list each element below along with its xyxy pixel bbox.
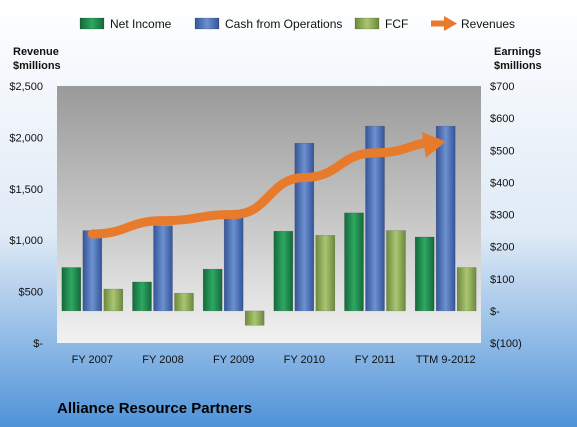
right-tick-label: $500 — [490, 145, 514, 157]
x-tick-label: FY 2010 — [284, 354, 325, 366]
left-tick-label: $500 — [19, 287, 43, 299]
bars — [61, 125, 477, 326]
left-tick-label: $1,500 — [9, 184, 43, 196]
net-income-bar — [273, 230, 294, 312]
x-tick-label: TTM 9-2012 — [416, 354, 476, 366]
right-tick-label: $(100) — [490, 338, 522, 350]
cash-from-operations-bar — [82, 230, 103, 312]
legend-swatch — [194, 17, 220, 30]
net-income-bar — [202, 268, 223, 312]
x-tick-label: FY 2008 — [142, 354, 183, 366]
net-income-bar — [132, 281, 152, 312]
plot-area — [57, 86, 481, 343]
fcf-bar — [456, 267, 477, 312]
x-axis-ticks: FY 2007 FY 2008 FY 2009 FY 2010 FY 2011 TTM 9… — [72, 354, 476, 366]
revenues-arrowhead — [421, 132, 446, 158]
left-tick-label: $1,000 — [9, 235, 43, 247]
right-tick-label: $400 — [490, 177, 514, 189]
revenue-series — [87, 132, 446, 239]
revenues-line — [87, 138, 441, 239]
chart-title: Alliance Resource Partners — [57, 400, 252, 417]
fcf-bar — [386, 230, 406, 312]
right-axis-title-line-1: Earnings — [494, 46, 541, 58]
legend-label: Cash from Operations — [225, 17, 342, 31]
left-tick-label: $2,500 — [9, 81, 43, 93]
right-tick-label: $600 — [490, 113, 514, 125]
legend-label: Net Income — [110, 17, 172, 31]
legend-label: FCF — [385, 17, 408, 31]
cash-from-operations-bar — [435, 125, 456, 312]
legend-swatch-arrowhead — [444, 16, 457, 31]
legend: Net Income Cash from Operations FCF Revenue… — [79, 16, 515, 31]
fcf-bar — [103, 288, 124, 312]
legend-swatch — [354, 17, 380, 30]
cash-from-operations-bar — [153, 225, 173, 312]
fcf-bar — [244, 310, 265, 326]
left-axis-title-line-1: Revenue — [13, 46, 59, 58]
left-axis-title-line-2: $millions — [13, 60, 61, 72]
x-tick-label: FY 2009 — [213, 354, 254, 366]
net-income-bar — [61, 267, 82, 312]
left-tick-label: $- — [33, 338, 43, 350]
cash-from-operations-bar — [223, 217, 244, 312]
right-axis-title-line-2: $millions — [494, 60, 542, 72]
fcf-bar — [174, 292, 194, 312]
right-tick-label: $200 — [490, 242, 514, 254]
right-tick-label: $300 — [490, 210, 514, 222]
right-tick-label: $- — [490, 306, 500, 318]
right-tick-label: $700 — [490, 81, 514, 93]
fcf-bar — [315, 235, 336, 312]
cash-from-operations-bar — [365, 125, 385, 312]
cash-from-operations-bar — [294, 142, 315, 312]
left-axis-ticks: $- $500 $1,000 $1,500 $2,000 $2,500 — [9, 81, 43, 350]
right-tick-label: $100 — [490, 274, 514, 286]
net-income-bar — [414, 236, 435, 312]
legend-swatch — [79, 17, 105, 30]
legend-label: Revenues — [461, 17, 515, 31]
x-tick-label: FY 2011 — [355, 354, 396, 366]
right-axis-ticks: $(100) $- $100 $200 $300 $400 $500 $600 $700 — [490, 81, 522, 350]
x-tick-label: FY 2007 — [72, 354, 113, 366]
left-tick-label: $2,000 — [9, 132, 43, 144]
net-income-bar — [344, 212, 364, 312]
